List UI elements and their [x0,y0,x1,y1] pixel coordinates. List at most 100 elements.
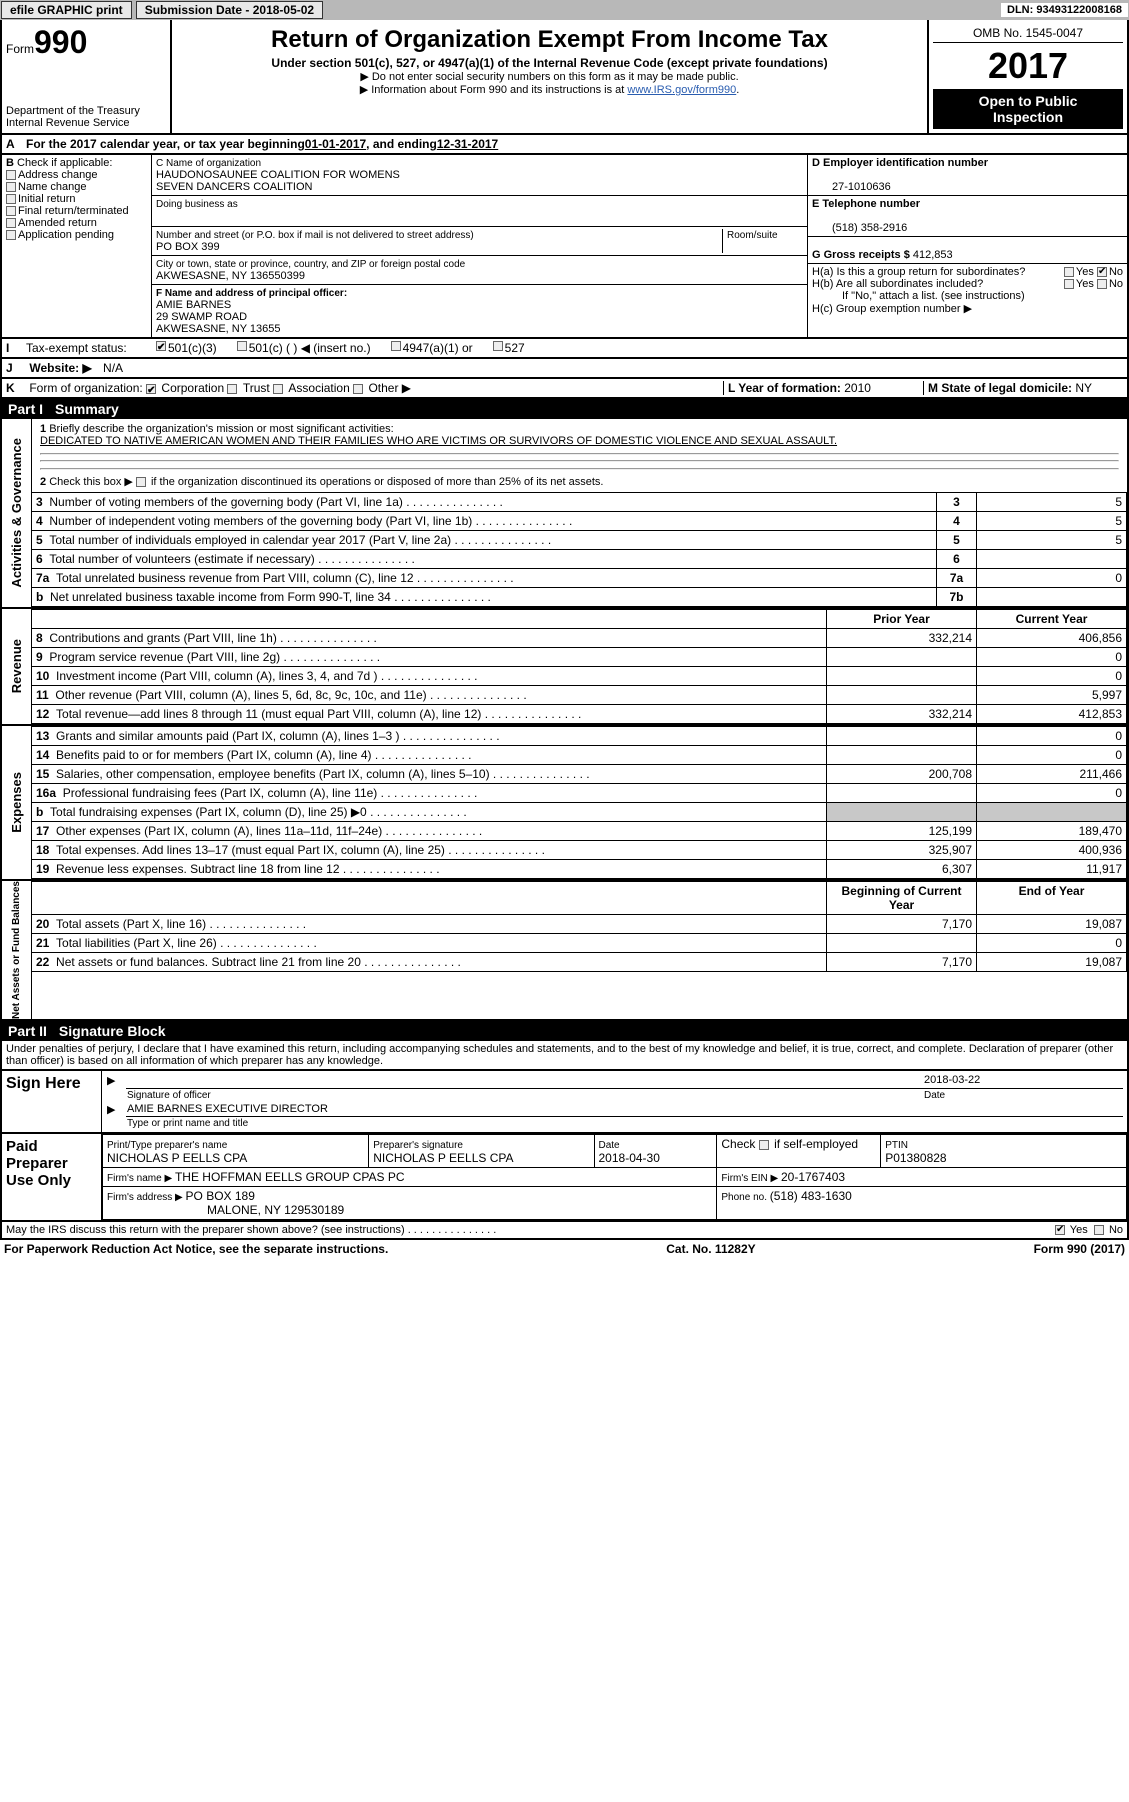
dln-label: DLN: [1007,4,1036,16]
cb-ha-no[interactable] [1097,267,1107,277]
lbl-address-change: Address change [18,169,98,181]
sig-date-label: Date [923,1088,1123,1102]
cb-final-return[interactable] [6,206,16,216]
website-value: N/A [95,361,123,375]
table-row: 12 Total revenue—add lines 8 through 11 … [32,705,1127,724]
ha-yes: Yes [1076,266,1094,278]
lbl-final-return: Final return/terminated [18,205,129,217]
table-row: 7a Total unrelated business revenue from… [32,569,1127,588]
org-name-line2: SEVEN DANCERS COALITION [156,181,312,193]
cb-amended-return[interactable] [6,218,16,228]
table-row: 20 Total assets (Part X, line 16)7,17019… [32,915,1127,934]
opt-501c3: 501(c)(3) [168,341,217,355]
table-row: 19 Revenue less expenses. Subtract line … [32,860,1127,879]
treasury-dept: Department of the Treasury [6,105,166,117]
net-assets-table: Beginning of Current YearEnd of Year 20 … [32,881,1127,972]
cb-other[interactable] [353,384,363,394]
officer-addr2: AKWESASNE, NY 13655 [156,323,281,335]
cb-initial-return[interactable] [6,194,16,204]
opt-association: Association [288,381,349,395]
cb-self-employed[interactable] [759,1140,769,1150]
cb-501c[interactable] [237,341,247,351]
cb-527[interactable] [493,341,503,351]
irs-form990-link[interactable]: www.IRS.gov/form990 [627,84,736,96]
cb-4947[interactable] [391,341,401,351]
tax-year-begin: 01-01-2017 [305,137,366,151]
tax-exempt-label: Tax-exempt status: [26,341,156,355]
form-header: Form990 Department of the Treasury Inter… [0,20,1129,135]
tax-year: 2017 [933,43,1123,89]
org-name-line1: HAUDONOSAUNEE COALITION FOR WOMENS [156,169,400,181]
table-row: 18 Total expenses. Add lines 13–17 (must… [32,841,1127,860]
street-value: PO BOX 399 [156,241,220,253]
tab-revenue: Revenue [9,639,24,693]
check-if-applicable: Check if applicable: [17,157,112,169]
ptin-value: P01380828 [885,1151,946,1165]
city-value: AKWESASNE, NY 136550399 [156,270,305,282]
cb-ha-yes[interactable] [1064,267,1074,277]
officer-name-sublabel: Type or print name and title [126,1117,1123,1131]
part1-revenue: Revenue Prior YearCurrent Year 8 Contrib… [0,609,1129,726]
efile-print-button[interactable]: efile GRAPHIC print [1,1,132,19]
website-label: Website: ▶ [29,361,91,375]
cb-address-change[interactable] [6,170,16,180]
line1-label: Briefly describe the organization's miss… [49,423,393,435]
cb-application-pending[interactable] [6,230,16,240]
cb-association[interactable] [273,384,283,394]
opt-other: Other ▶ [368,381,411,395]
ein-value: 27-1010636 [812,181,891,193]
form-org-label: Form of organization: [29,381,142,395]
efile-topbar: efile GRAPHIC print Submission Date - 20… [0,0,1129,20]
submission-date-box: Submission Date - 2018-05-02 [136,1,323,19]
form-word: Form [6,42,34,56]
hb-yes: Yes [1076,278,1094,290]
dln-value: 93493122008168 [1036,4,1122,16]
firm-addr1: PO BOX 189 [186,1189,255,1203]
footer-paperwork: For Paperwork Reduction Act Notice, see … [4,1242,388,1256]
year-formation-value: 2010 [844,381,871,395]
part-1-title: Summary [55,401,119,417]
prep-date-label: Date [599,1140,620,1151]
hb-no: No [1109,278,1123,290]
ein-label: D Employer identification number [812,157,988,169]
row-j-label: J [6,361,26,375]
tab-expenses: Expenses [9,772,24,833]
firm-ein: 20-1767403 [781,1170,845,1184]
cb-trust[interactable] [227,384,237,394]
tab-activities-governance: Activities & Governance [9,438,24,588]
discuss-yes: Yes [1070,1224,1088,1236]
firm-addr2: MALONE, NY 129530189 [107,1203,344,1217]
firm-addr-label: Firm's address ▶ [107,1192,186,1203]
prep-name: NICHOLAS P EELLS CPA [107,1151,247,1165]
footer-catno: Cat. No. 11282Y [666,1242,755,1256]
firm-name-label: Firm's name ▶ [107,1173,175,1184]
table-row: 13 Grants and similar amounts paid (Part… [32,727,1127,746]
cb-501c3[interactable] [156,341,166,351]
form-note-info: ▶ Information about Form 990 and its ins… [176,83,923,96]
part-1-header: Part I Summary [0,399,1129,419]
cb-hb-no[interactable] [1097,279,1107,289]
footer-formno: Form 990 (2017) [1034,1242,1125,1256]
firm-phone-label: Phone no. [721,1192,769,1203]
discuss-no: No [1109,1224,1123,1236]
cb-discuss-no[interactable] [1094,1225,1104,1235]
lbl-application-pending: Application pending [18,229,114,241]
form-subtitle: Under section 501(c), 527, or 4947(a)(1)… [176,56,923,70]
gross-receipts-label: G Gross receipts $ [812,249,913,261]
cb-corporation[interactable] [146,384,156,394]
col-b-label: B [6,157,14,169]
cb-discuss-yes[interactable] [1055,1225,1065,1235]
officer-printed-name: AMIE BARNES EXECUTIVE DIRECTOR [126,1102,1123,1117]
officer-sign-date: 2018-03-22 [923,1073,1123,1088]
dln-box: DLN: 93493122008168 [1001,3,1128,17]
cb-hb-yes[interactable] [1064,279,1074,289]
part-2-header: Part II Signature Block [0,1021,1129,1041]
tab-net-assets: Net Assets or Fund Balances [11,881,22,1019]
year-formation-label: L Year of formation: [728,381,844,395]
line1-num: 1 [40,423,46,435]
hb-note: If "No," attach a list. (see instruction… [812,290,1123,302]
state-domicile-label: M State of legal domicile: [928,381,1075,395]
cb-discontinued[interactable] [136,477,146,487]
cb-name-change[interactable] [6,182,16,192]
table-row: 5 Total number of individuals employed i… [32,531,1127,550]
